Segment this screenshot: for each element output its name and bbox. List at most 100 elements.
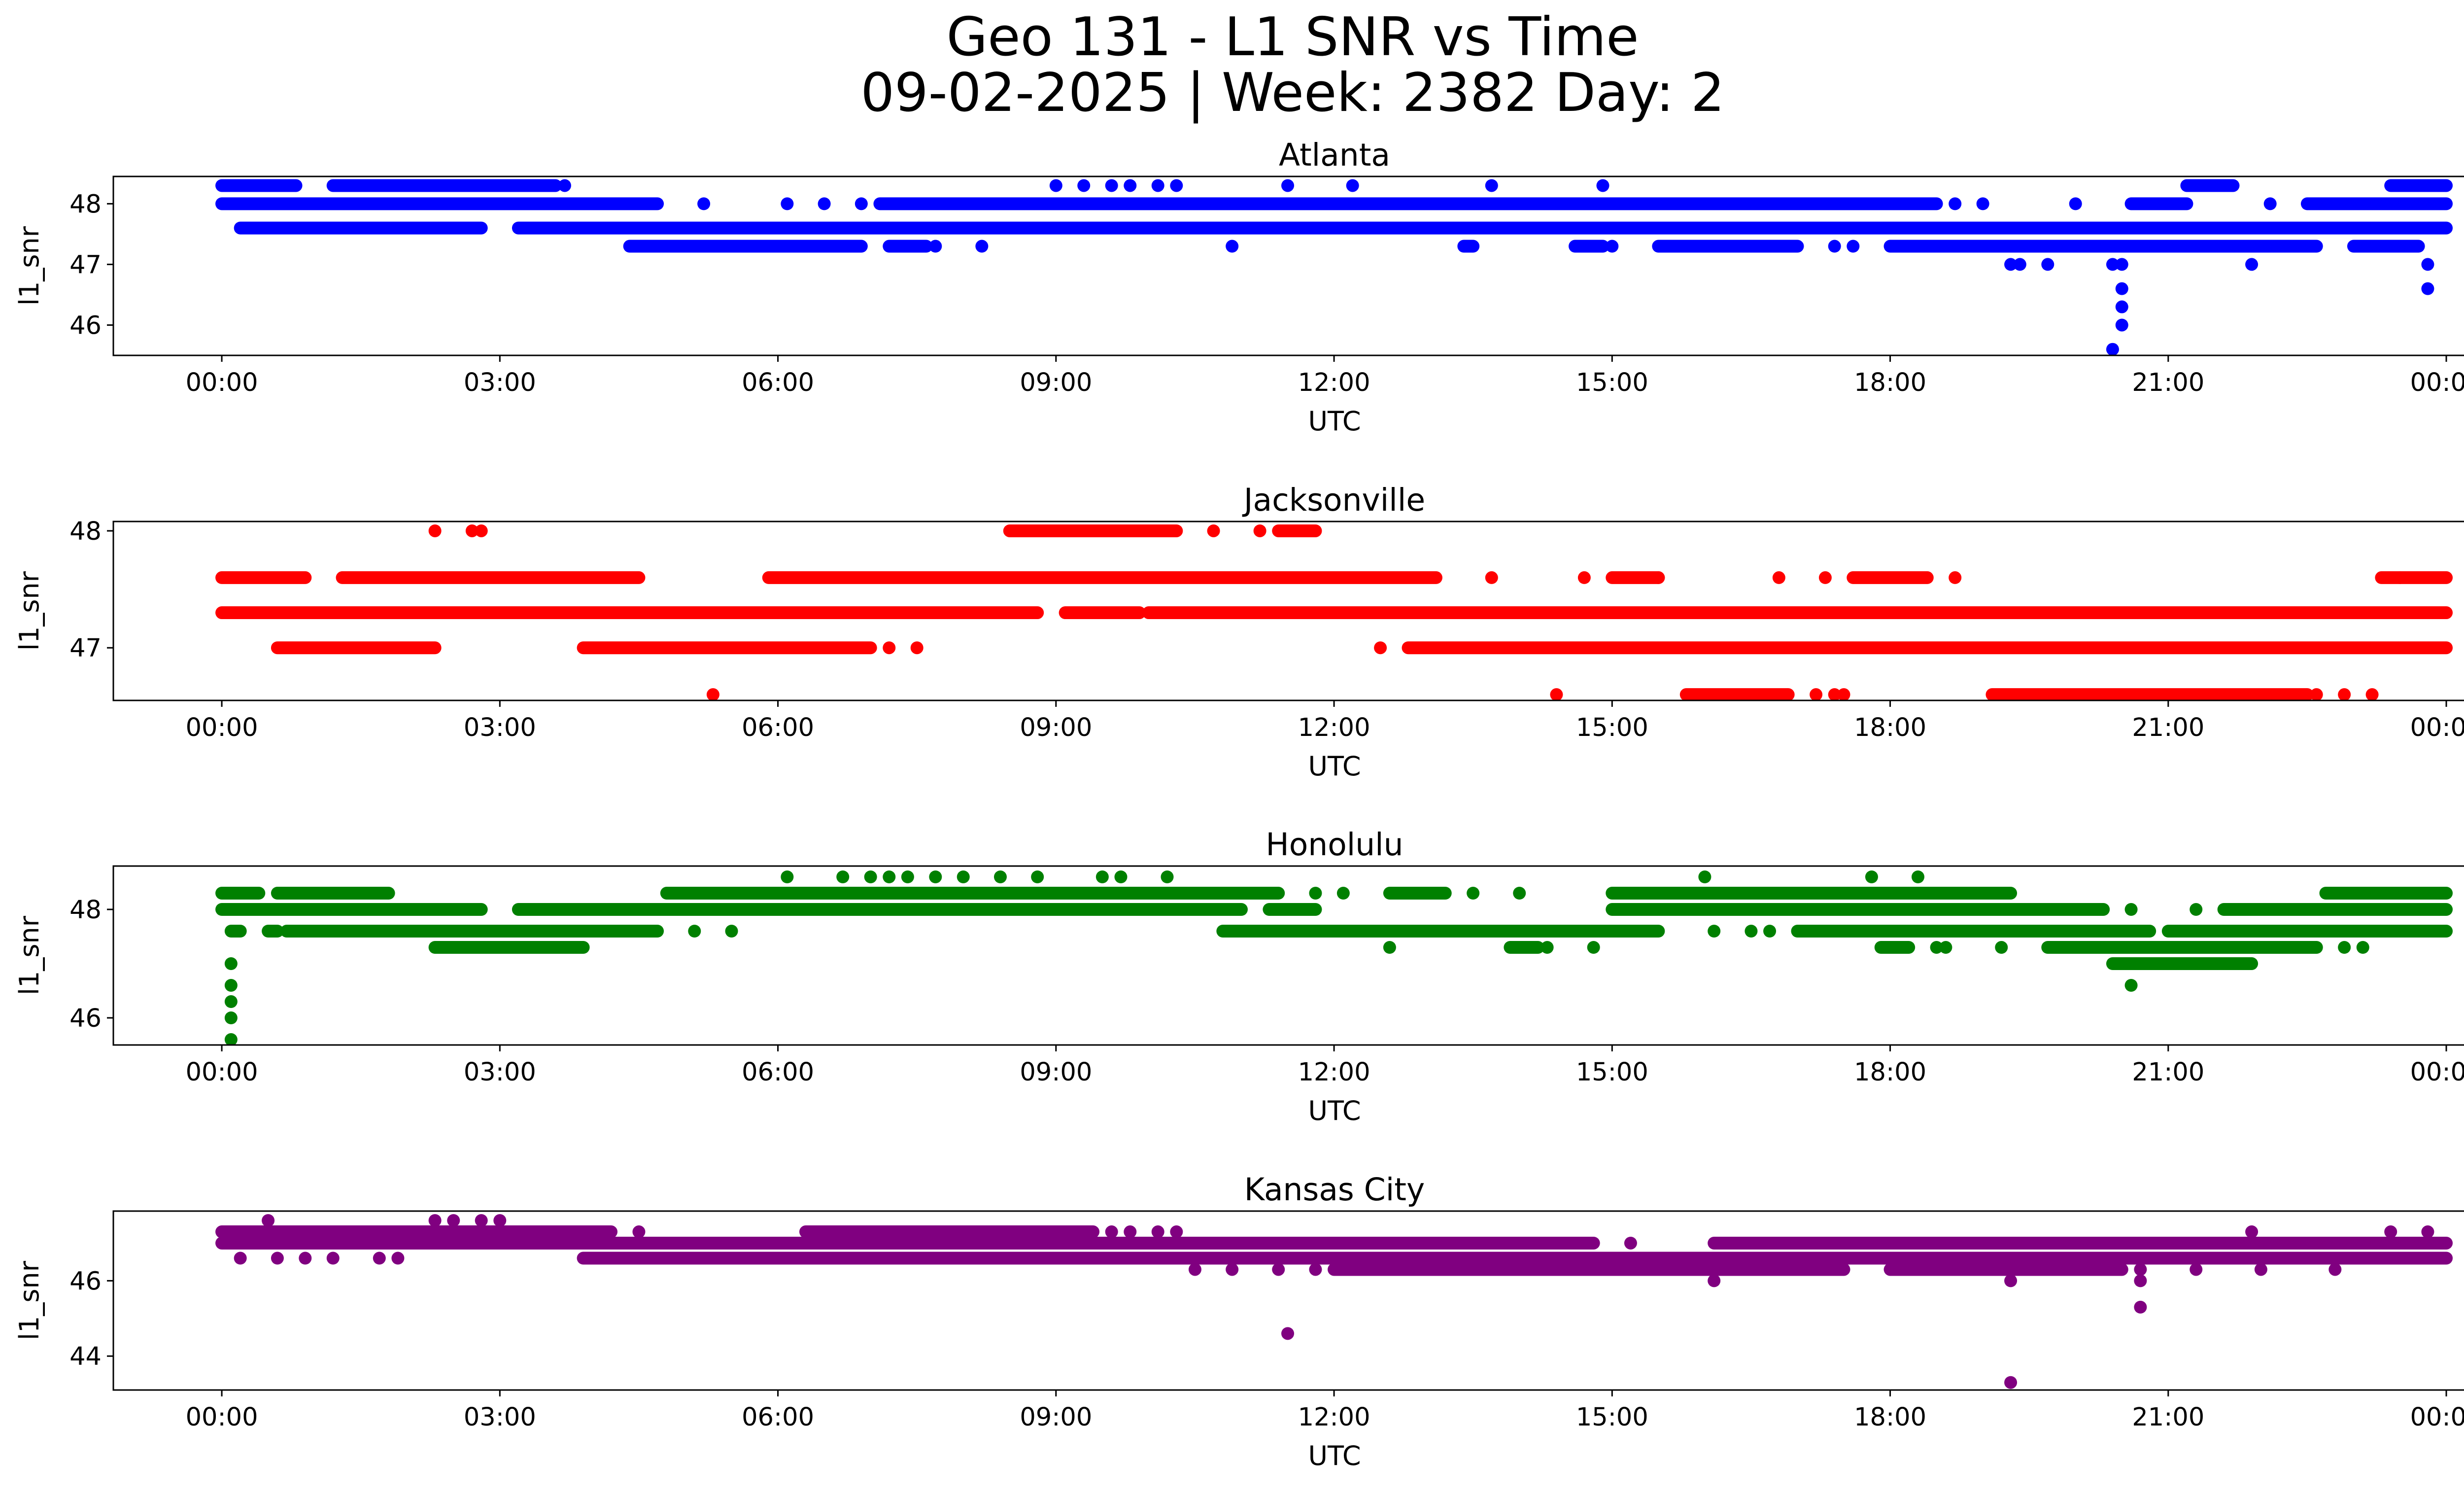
data-point <box>2124 979 2138 992</box>
data-series <box>215 179 2453 355</box>
x-axis-label: UTC <box>1308 1440 1361 1471</box>
data-point <box>1939 941 1952 954</box>
data-point-run <box>1216 925 1665 938</box>
data-point <box>1095 870 1109 883</box>
data-point <box>1911 870 1924 883</box>
data-point-run <box>1985 688 2314 700</box>
data-point <box>1161 870 1174 883</box>
x-tick-label: 03:00 <box>464 368 536 397</box>
data-point-run <box>512 221 2453 235</box>
subplot-title: Atlanta <box>1279 137 1390 173</box>
data-point <box>2356 941 2369 954</box>
data-point <box>326 1252 340 1265</box>
data-point <box>1763 925 1777 938</box>
x-tick-label: 00:00 <box>2410 713 2464 742</box>
y-axis-label: l1_snr <box>14 915 45 995</box>
data-point-run <box>262 925 284 938</box>
data-point <box>883 641 896 655</box>
x-tick-label: 06:00 <box>742 1403 814 1432</box>
data-point <box>2004 1274 2018 1287</box>
x-tick-label: 09:00 <box>1020 368 1092 397</box>
data-point <box>2134 1300 2147 1314</box>
data-point <box>447 1214 460 1227</box>
x-tick-label: 00:00 <box>186 368 258 397</box>
data-point <box>2124 903 2138 916</box>
data-point <box>299 1252 312 1265</box>
data-point <box>2004 1376 2018 1389</box>
x-tick-label: 12:00 <box>1298 368 1370 397</box>
data-point-run <box>1679 688 1795 700</box>
data-point <box>224 1011 238 1024</box>
data-point-run <box>1272 524 1322 537</box>
data-point-run <box>428 941 590 954</box>
data-point <box>2384 1225 2397 1239</box>
x-tick-label: 15:00 <box>1576 368 1648 397</box>
data-point-run <box>215 887 266 900</box>
data-point <box>910 641 924 655</box>
data-point-run <box>2300 197 2453 210</box>
subplot-atlanta: Atlanta 46 47 48 00:00 03:00 06:00 09:00 12:00 15… <box>14 137 2464 437</box>
data-point-run <box>2180 179 2240 192</box>
data-point-run <box>215 1236 1600 1250</box>
data-point <box>975 240 989 253</box>
data-point <box>1577 571 1591 584</box>
data-point <box>836 870 850 883</box>
data-point <box>1708 925 1721 938</box>
data-point-run <box>799 1225 1100 1239</box>
x-tick-label: 03:00 <box>464 1403 536 1432</box>
data-point <box>373 1252 386 1265</box>
data-point <box>1124 179 1137 192</box>
data-point-run <box>215 197 664 210</box>
data-point <box>2115 318 2128 332</box>
chart-title-line2: 09-02-2025 | Week: 2382 Day: 2 <box>860 62 1724 124</box>
data-point <box>1540 941 1554 954</box>
data-point-run <box>512 903 1248 916</box>
data-point <box>465 524 479 537</box>
data-point <box>1336 887 1350 900</box>
data-point <box>2394 571 2407 584</box>
data-point <box>697 197 711 210</box>
data-point-run <box>1328 1263 1850 1276</box>
data-point-run <box>326 179 562 192</box>
data-point <box>2365 688 2379 700</box>
x-tick-label: 12:00 <box>1298 1403 1370 1432</box>
y-tick-label: 46 <box>69 1267 102 1296</box>
data-point-run <box>1383 887 1452 900</box>
x-tick-label: 00:00 <box>186 1403 258 1432</box>
data-point-run <box>234 221 488 235</box>
data-point <box>2338 941 2351 954</box>
data-point <box>1745 925 1758 938</box>
data-point <box>864 870 877 883</box>
data-point <box>2421 1225 2434 1239</box>
data-point <box>1513 887 1526 900</box>
data-point <box>1485 179 1498 192</box>
data-point <box>2338 688 2351 700</box>
data-point <box>1170 179 1183 192</box>
x-tick-label: 09:00 <box>1020 713 1092 742</box>
x-tick-label: 00:00 <box>2410 368 2464 397</box>
x-tick-label: 00:00 <box>2410 1403 2464 1432</box>
data-point <box>688 925 701 938</box>
data-point <box>1383 941 1396 954</box>
data-point <box>1949 197 1962 210</box>
x-axis-label: UTC <box>1308 751 1361 782</box>
x-tick-label: 12:00 <box>1298 1058 1370 1087</box>
data-point-run <box>2124 197 2193 210</box>
subplot-title: Honolulu <box>1266 827 1403 863</box>
data-point <box>1828 688 1841 700</box>
data-point <box>725 925 738 938</box>
data-point-run <box>1263 903 1322 916</box>
data-point <box>1865 870 1878 883</box>
data-point <box>428 1214 442 1227</box>
data-point-run <box>623 240 868 253</box>
data-point <box>1105 179 1118 192</box>
data-point-run <box>2106 957 2259 970</box>
data-point <box>929 870 942 883</box>
data-point <box>2134 1263 2147 1276</box>
data-point <box>1309 887 1322 900</box>
data-point <box>632 1225 646 1239</box>
data-point <box>901 870 914 883</box>
x-tick-label: 21:00 <box>2132 713 2204 742</box>
data-point <box>2115 282 2128 295</box>
data-point <box>818 197 831 210</box>
